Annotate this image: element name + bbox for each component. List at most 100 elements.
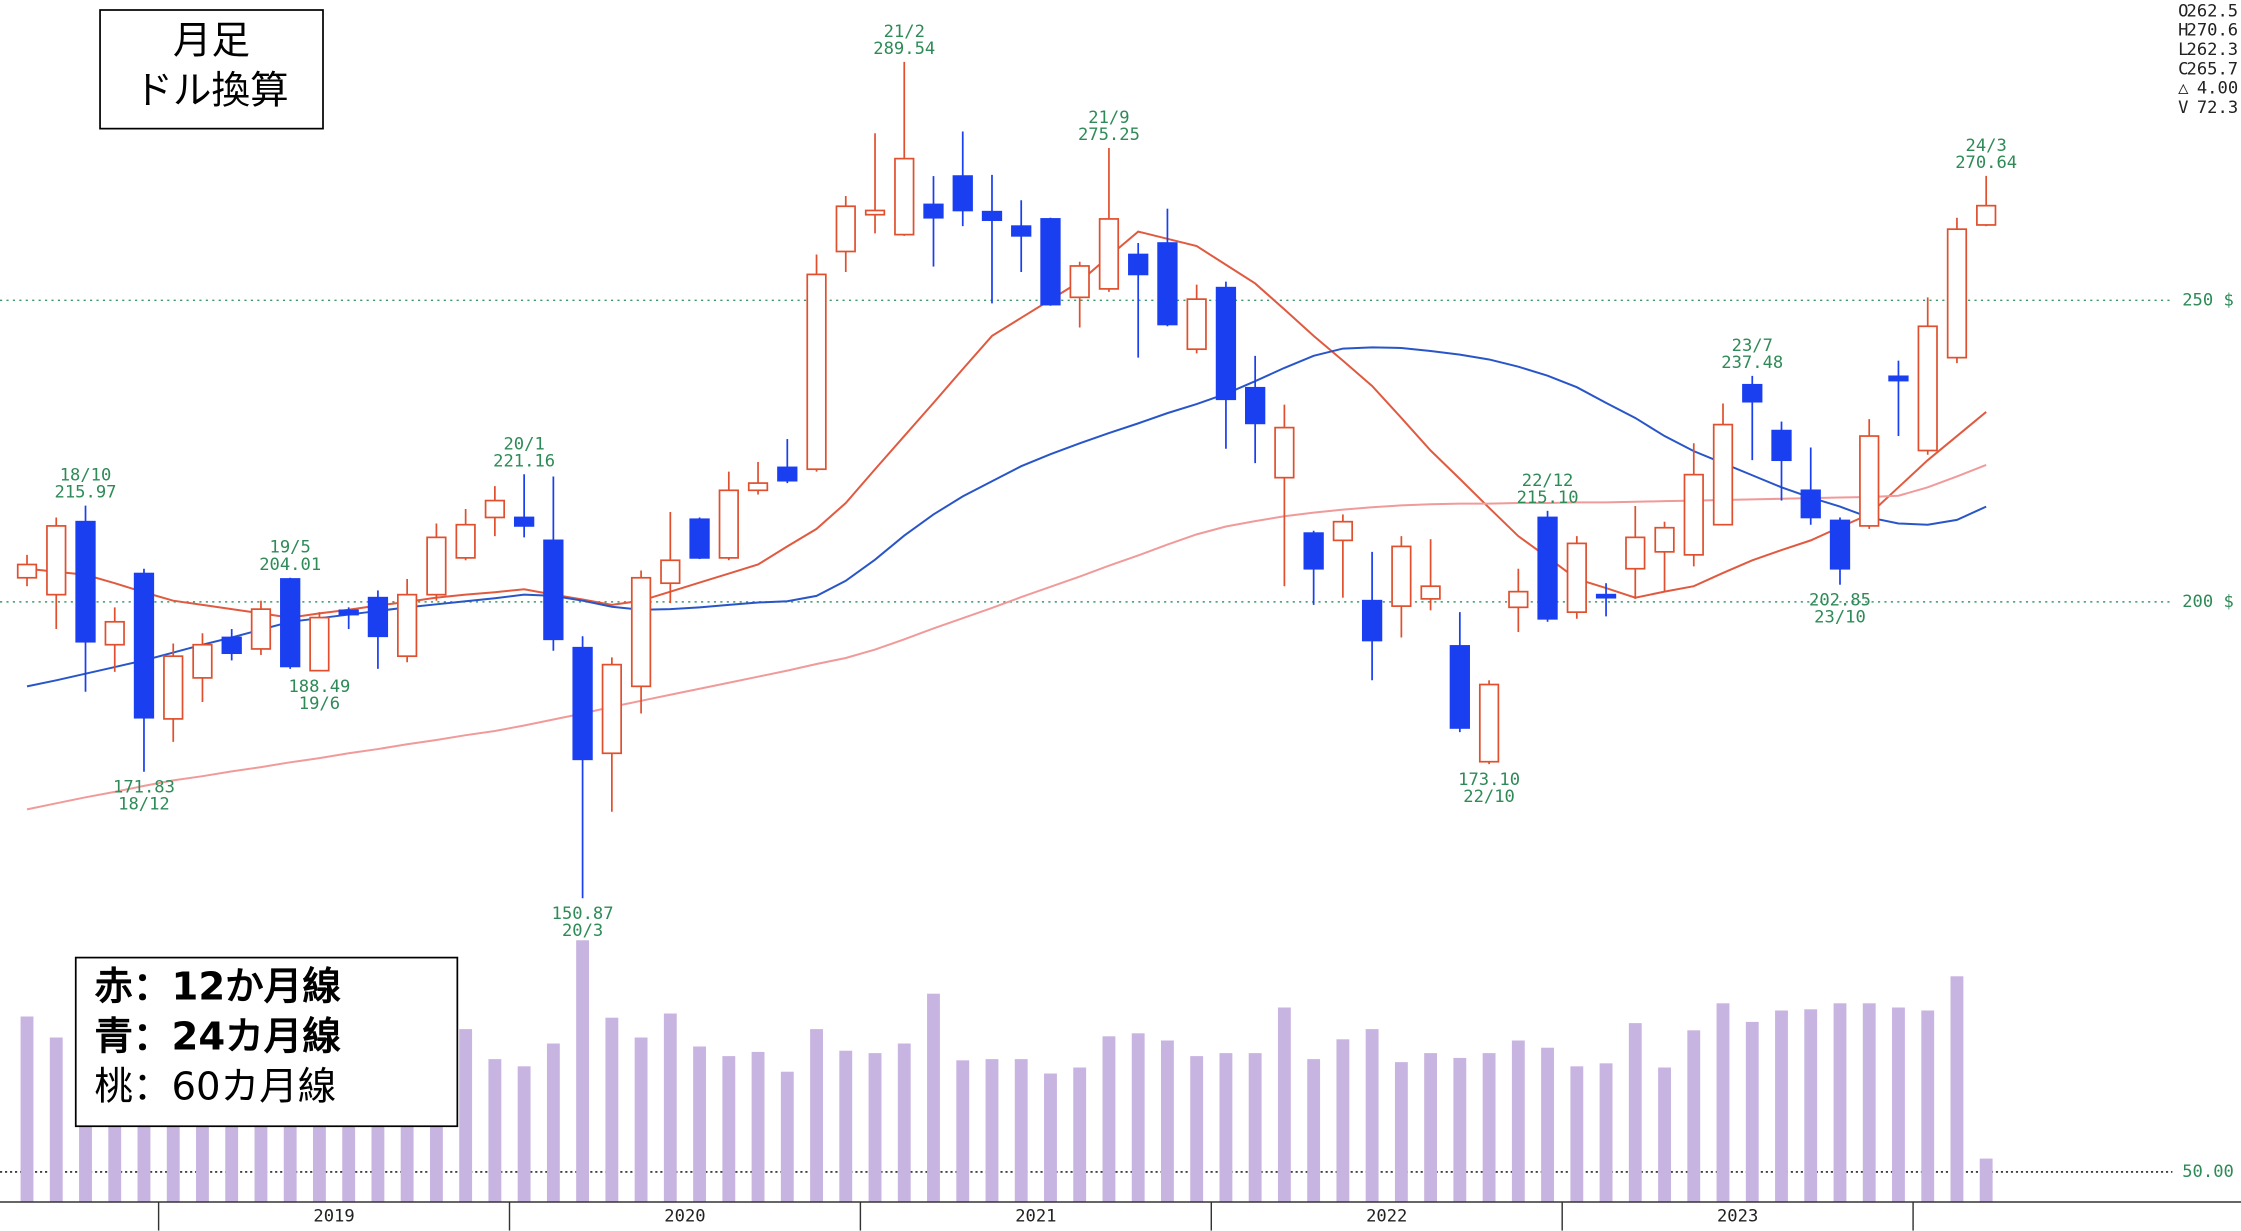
volume-tick-label: 50.00 [2182, 1162, 2234, 1182]
annotation-date: 18/12 [118, 795, 170, 815]
candle-body [221, 636, 242, 655]
info-key: C [2178, 59, 2188, 79]
candle-body [1128, 253, 1149, 276]
annotation-value: 173.10 [1458, 770, 1520, 790]
volume-bar [1219, 1053, 1233, 1202]
candle-body [1595, 593, 1617, 599]
candle-body [46, 525, 67, 596]
volume-bar [1775, 1010, 1788, 1202]
volume-bar [20, 1016, 34, 1202]
volume-bar [1599, 1063, 1613, 1202]
x-tick-label: 2021 [1015, 1206, 1056, 1226]
volume-bar [1482, 1053, 1496, 1202]
candle-body [572, 646, 593, 761]
annotation-value: 270.64 [1955, 153, 2017, 173]
volume-bar [1541, 1047, 1554, 1202]
volume-bar [927, 993, 940, 1202]
volume-bar [1979, 1158, 1993, 1202]
volume-bar [897, 1043, 911, 1202]
volume-bar [1570, 1066, 1584, 1202]
volume-bar [634, 1037, 648, 1202]
candle-body [777, 466, 798, 482]
volume-bar [605, 1017, 619, 1202]
legend-label: 桃：60カ月線 [94, 1065, 336, 1110]
annotation-date: 19/6 [299, 694, 340, 714]
volume-bar [459, 1029, 473, 1202]
info-value: 262.3 [2187, 40, 2239, 60]
candle-body [1391, 545, 1412, 607]
annotation-date: 20/3 [562, 921, 603, 941]
info-value: 4.00 [2197, 79, 2238, 99]
annotation-date: 21/9 [1088, 108, 1129, 128]
candle-body [309, 616, 330, 672]
info-value: 72.3 [2197, 98, 2238, 118]
candle-body [1625, 536, 1646, 570]
volume-bar [1453, 1057, 1467, 1202]
info-key: V [2178, 98, 2188, 118]
volume-bar [868, 1053, 882, 1202]
volume-bar [1892, 1007, 1905, 1202]
candle-body [104, 620, 125, 646]
annotation-date: 19/5 [270, 538, 311, 558]
annotation-value: 237.48 [1721, 353, 1783, 373]
candle-body [280, 578, 301, 668]
chart-subtitle: ドル換算 [134, 68, 288, 113]
volume-bar [985, 1059, 999, 1202]
candle-body [747, 482, 769, 492]
candle-body [75, 520, 96, 643]
volume-bar [693, 1046, 707, 1202]
volume-bar [1131, 1033, 1145, 1202]
annotation-value: 204.01 [259, 555, 321, 575]
candle-body [952, 175, 973, 212]
annotation-value: 221.16 [493, 451, 555, 471]
candle-body [1946, 228, 1968, 359]
candle-body [981, 210, 1003, 221]
candle-body [163, 655, 184, 720]
legend-box [74, 956, 459, 1128]
volume-bar [1511, 1040, 1525, 1202]
volume-bar [1804, 1009, 1818, 1202]
candle-body [1742, 383, 1763, 403]
volume-bar [1921, 1010, 1935, 1202]
candle-layer [16, 61, 1997, 899]
grid-layer [0, 299, 2173, 1231]
candle-body [1888, 375, 1909, 382]
candle-body [1420, 585, 1441, 600]
volume-bar [1307, 1059, 1321, 1202]
candle-body [1215, 286, 1237, 401]
candle-body [250, 608, 272, 650]
annotation-date: 21/2 [884, 22, 925, 42]
candle-body [1157, 242, 1178, 326]
legend-label: 青：24カ月線 [94, 1015, 341, 1060]
x-tick-label: 2022 [1366, 1206, 1407, 1226]
volume-bar [1833, 1003, 1847, 1202]
volume-bar [1102, 1036, 1116, 1202]
volume-bar [1716, 1003, 1730, 1202]
volume-bar [1950, 976, 1964, 1202]
annotation-value: 171.83 [113, 778, 175, 798]
chart-title: 月足 [173, 18, 250, 63]
volume-bar [1190, 1056, 1204, 1202]
volume-bar [1365, 1029, 1379, 1202]
legend-label: 赤：12か月線 [94, 965, 341, 1010]
candle-body [1361, 599, 1383, 642]
volume-bar [1394, 1062, 1408, 1202]
volume-bar [751, 1051, 765, 1202]
candle-body [718, 489, 739, 559]
y-tick-label: 250 $ [2182, 290, 2234, 310]
volume-bar [576, 940, 590, 1202]
volume-bar [1628, 1023, 1642, 1202]
x-tick-label: 2019 [313, 1206, 354, 1226]
annotation-value: 202.85 [1809, 590, 1871, 610]
volume-bar [1277, 1007, 1291, 1202]
annotation-date: 24/3 [1966, 136, 2007, 156]
volume-bar [517, 1066, 531, 1202]
info-value: 265.7 [2187, 59, 2239, 79]
info-value: 270.6 [2187, 21, 2239, 41]
volume-bar [810, 1029, 823, 1202]
candle-body [660, 559, 681, 585]
candle-body [1683, 473, 1704, 556]
volume-bar [839, 1050, 853, 1202]
candle-body [1771, 429, 1792, 462]
